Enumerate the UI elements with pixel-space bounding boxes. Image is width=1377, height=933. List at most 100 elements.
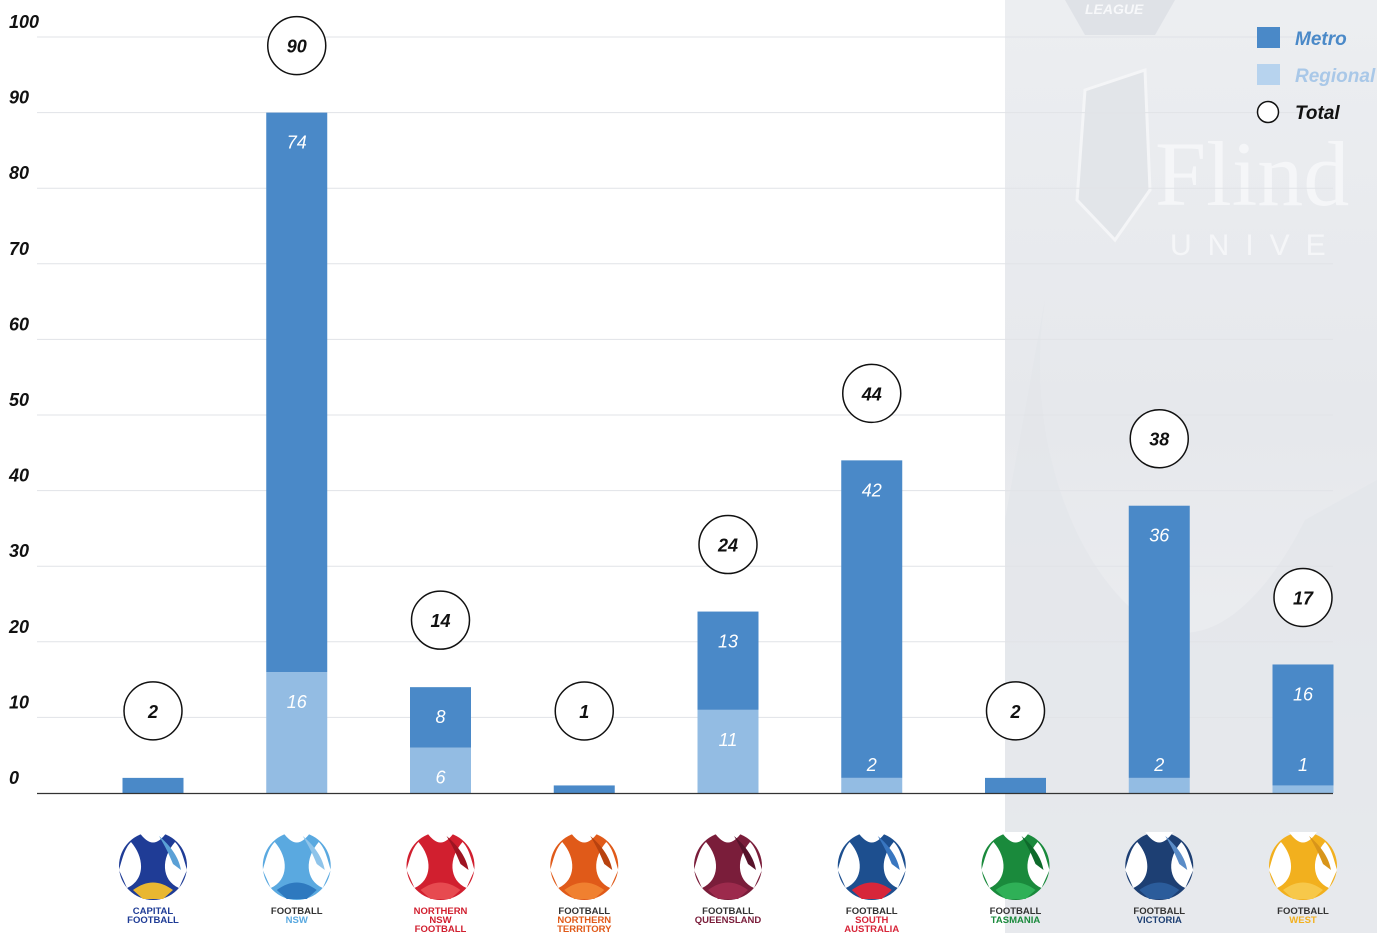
football-northern-territory-logo-icon	[550, 832, 619, 900]
logo-label: AUSTRALIA	[844, 924, 899, 933]
total-label: 2	[1009, 702, 1020, 722]
bar-metro	[1272, 664, 1334, 786]
bar-metro-label: 8	[435, 707, 445, 727]
y-tick-label: 0	[9, 768, 19, 788]
total-label: 14	[430, 611, 450, 631]
logo-panel	[877, 836, 900, 870]
y-tick-label: 20	[8, 617, 29, 637]
logo-panel	[1165, 836, 1188, 870]
bar-regional	[841, 777, 903, 793]
bar-metro	[697, 611, 759, 710]
grid-lines	[37, 36, 1333, 718]
total-label: 24	[717, 536, 738, 556]
total-circle	[123, 681, 183, 741]
legend-swatch-metro	[1257, 27, 1280, 48]
legend-swatch-regional	[1257, 64, 1280, 85]
bar-regional-label: 2	[866, 755, 877, 775]
bar-regional	[1272, 785, 1334, 793]
total-circle	[267, 15, 327, 76]
total-label: 90	[287, 37, 307, 57]
bar-metro	[553, 785, 615, 793]
logo-label: TASMANIA	[991, 915, 1041, 926]
bar-regional-label: 11	[719, 730, 738, 750]
logo-panel	[550, 842, 573, 888]
logo-label: NORTHERN	[557, 915, 611, 926]
total-label: 44	[861, 384, 882, 404]
y-tick-label: 90	[9, 88, 29, 108]
logo-panel	[1145, 832, 1174, 843]
legend-label-total: Total	[1295, 103, 1340, 124]
bar-regional	[697, 709, 759, 793]
logo-panel	[734, 836, 756, 870]
logo-panel	[1289, 832, 1317, 843]
y-tick-label: 100	[9, 12, 39, 32]
football-nsw-logo-icon	[262, 832, 331, 900]
logo-label: QUEENSLAND	[695, 915, 762, 926]
logo-panel	[1283, 882, 1323, 899]
federation-logos: CAPITALFOOTBALLFOOTBALLNSWNORTHERNNSWFOO…	[119, 832, 1337, 933]
logo-panel	[1021, 836, 1044, 870]
logo-panel	[420, 882, 461, 899]
total-label: 17	[1293, 588, 1314, 608]
football-south-australia-logo-icon	[837, 832, 906, 900]
y-axis-tick-labels: 0 10 20 30 40 50 60 70 80 90 100	[8, 12, 39, 788]
logo-label: FOOTBALL	[127, 915, 179, 926]
logo-label: FOOTBALL	[702, 906, 754, 917]
total-circle	[1273, 567, 1333, 628]
logo-panel	[139, 832, 167, 843]
y-tick-label: 80	[9, 163, 29, 183]
total-circle	[985, 681, 1046, 741]
bars	[122, 112, 1334, 793]
logo-label: FOOTBALL	[1277, 906, 1329, 917]
logo-label: FOOTBALL	[271, 906, 323, 917]
bar-regional-label: 1	[1298, 755, 1308, 775]
y-tick-label: 70	[9, 239, 29, 259]
legend-label-metro: Metro	[1295, 29, 1347, 50]
logo-label: NSW	[286, 915, 308, 926]
bar-regional	[1128, 777, 1190, 793]
logo-label: TERRITORY	[557, 924, 612, 933]
bar-metro	[841, 460, 903, 778]
logo-panel	[714, 832, 742, 843]
logo-label: WEST	[1289, 915, 1317, 926]
bar-regional	[266, 672, 328, 793]
total-circle	[698, 514, 758, 575]
y-tick-label: 40	[8, 466, 29, 486]
bar-regional-label: 16	[287, 692, 308, 712]
bar-metro-label: 36	[1149, 526, 1170, 546]
logo-panel	[426, 832, 455, 843]
logo-panel	[119, 842, 142, 888]
logo-label: FOOTBALL	[990, 906, 1042, 917]
watermark-word: Flind	[1155, 123, 1349, 225]
logo-panel	[446, 836, 469, 870]
logo-panel	[406, 842, 429, 888]
y-tick-label: 50	[9, 390, 29, 410]
chart-legend: Metro Regional Total	[1256, 27, 1376, 124]
logo-panel	[590, 836, 613, 870]
bar-metro	[1128, 505, 1190, 778]
legend-swatch-total	[1256, 100, 1280, 124]
logo-label: VICTORIA	[1137, 915, 1182, 926]
logo-panel	[1001, 832, 1030, 843]
logo-panel	[570, 832, 599, 843]
football-queensland-logo-icon	[694, 832, 762, 900]
logo-panel	[302, 836, 325, 870]
y-tick-label: 10	[9, 692, 29, 712]
logo-panel	[1309, 836, 1331, 870]
total-circle	[1129, 408, 1189, 469]
logo-panel	[837, 842, 860, 888]
logo-panel	[694, 842, 717, 888]
football-victoria-logo-icon	[1125, 832, 1194, 900]
logo-label: FOOTBALL	[415, 924, 467, 933]
total-label: 38	[1149, 430, 1169, 450]
total-label: 1	[579, 702, 589, 722]
bar-metro-label: 13	[718, 632, 738, 652]
logo-label: FOOTBALL	[558, 906, 610, 917]
